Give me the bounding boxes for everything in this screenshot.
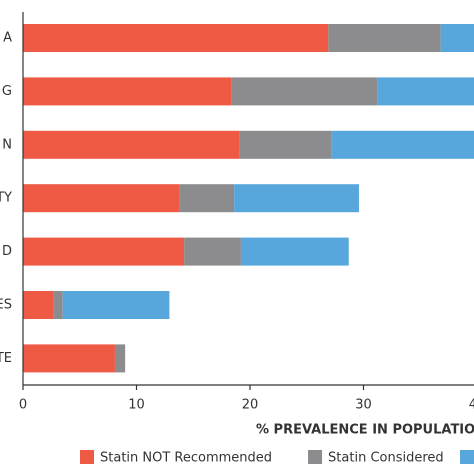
x-tick-label: 0 xyxy=(19,398,27,413)
legend-label: Statin NOT Recommended xyxy=(100,451,272,466)
legend-swatch xyxy=(308,450,323,464)
bar-segment xyxy=(234,184,359,213)
bar-segment xyxy=(114,344,126,373)
bar-segment xyxy=(179,184,235,213)
bar-segment xyxy=(440,24,474,52)
bar-segment xyxy=(328,24,441,52)
legend-swatch xyxy=(460,450,474,464)
bar-segment xyxy=(184,237,241,266)
y-tick-label: N xyxy=(2,137,12,152)
bar-segment xyxy=(240,237,349,266)
legend-swatch xyxy=(80,450,94,464)
bar-segment xyxy=(23,237,185,266)
bar-segment xyxy=(23,291,54,319)
bar-segment xyxy=(23,344,115,373)
bar-segment xyxy=(53,291,63,319)
x-tick-label: 30 xyxy=(355,398,372,413)
bar-segment xyxy=(231,77,378,106)
bar-segment xyxy=(331,130,474,159)
y-tick-label: TY xyxy=(0,191,12,206)
bar-segment xyxy=(239,130,332,159)
y-tick-label: G xyxy=(2,84,12,99)
bar-segment xyxy=(23,24,329,52)
legend-label: Statin Considered xyxy=(328,451,444,466)
y-tick-label: TE xyxy=(0,351,12,366)
x-axis-label: % PREVALENCE IN POPULATION xyxy=(256,423,474,438)
bar-segment xyxy=(377,77,474,106)
y-tick-label: D xyxy=(2,244,12,259)
x-tick-label: 40 xyxy=(469,398,474,413)
bar-segment xyxy=(23,77,232,106)
y-tick-label: A xyxy=(3,31,12,46)
bar-segment xyxy=(62,291,170,319)
bar-segment xyxy=(23,130,240,159)
bar-segment xyxy=(23,184,180,213)
x-tick-label: 10 xyxy=(128,398,145,413)
y-tick-label: ES xyxy=(0,298,12,313)
x-tick-label: 20 xyxy=(242,398,259,413)
